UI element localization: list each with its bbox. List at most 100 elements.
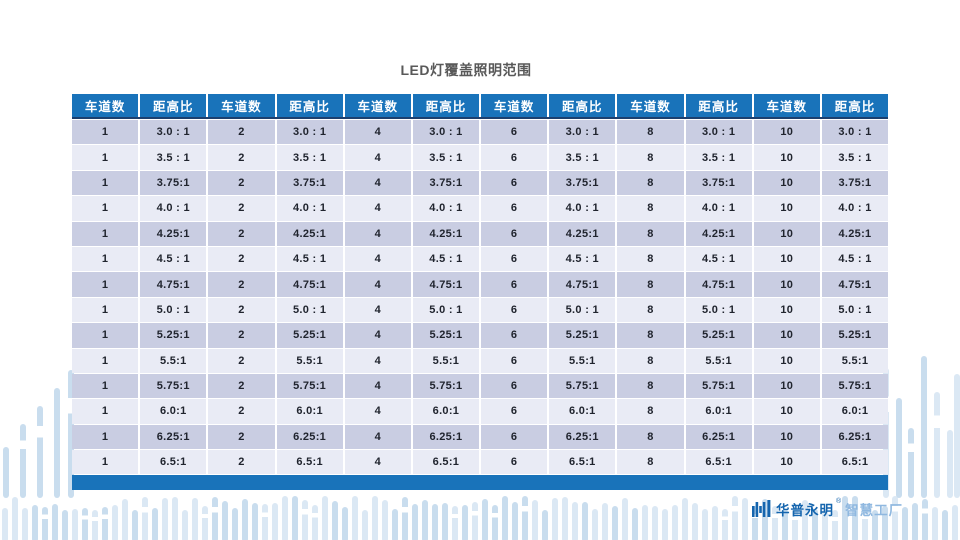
lane-cell: 2: [208, 170, 275, 196]
equalizer-bar: [932, 507, 938, 540]
ratio-cell: 6.5:1: [549, 450, 616, 475]
ratio-cell: 5.25:1: [549, 323, 616, 348]
ratio-cell: 3.5 : 1: [140, 145, 207, 170]
lane-cell: 8: [617, 348, 684, 373]
column-header: 距高比: [412, 94, 480, 117]
equalizer-bar: [12, 497, 18, 540]
lane-cell: 2: [208, 348, 275, 373]
equalizer-bar: [642, 505, 648, 540]
ratio-cell: 4.5 : 1: [685, 246, 752, 272]
equalizer-bar: [212, 497, 218, 540]
equalizer-bar: [422, 500, 428, 540]
lane-cell: 6: [481, 120, 548, 145]
equalizer-bar: [262, 504, 268, 540]
equalizer-bar: [3, 447, 9, 498]
equalizer-bar: [632, 508, 638, 540]
equalizer-bar: [712, 506, 718, 540]
column-header: 距高比: [140, 94, 207, 117]
ratio-cell: 4.25:1: [549, 221, 616, 246]
lane-cell: 8: [617, 450, 684, 475]
ratio-cell: 5.0 : 1: [140, 297, 207, 323]
column-header: 距高比: [821, 94, 889, 117]
equalizer-bar: [362, 510, 368, 540]
ratio-cell: 5.25:1: [276, 323, 343, 348]
ratio-cell: 3.75:1: [140, 170, 207, 196]
ratio-cell: 4.75:1: [412, 272, 480, 297]
ratio-cell: 6.25:1: [140, 424, 207, 450]
lane-cell: 2: [208, 145, 275, 170]
table-row: 1 6.5:1 2 6.5:1 4 6.5:1 6 6.5:1 8 6.5:1 10 6.5:1: [72, 450, 889, 475]
lane-cell: 1: [72, 272, 139, 297]
equalizer-bar: [172, 497, 178, 540]
factory-bars-icon: [752, 500, 771, 517]
ratio-cell: 6.25:1: [685, 424, 752, 450]
lane-cell: 1: [72, 373, 139, 399]
ratio-cell: 5.0 : 1: [412, 297, 480, 323]
equalizer-bar: [112, 505, 118, 540]
lane-cell: 1: [72, 145, 139, 170]
equalizer-bar: [32, 505, 38, 540]
ratio-cell: 6.5:1: [821, 450, 889, 475]
ratio-cell: 4.5 : 1: [412, 246, 480, 272]
lane-cell: 10: [753, 399, 820, 424]
column-header: 车道数: [617, 94, 684, 117]
lane-cell: 6: [481, 373, 548, 399]
lane-cell: 10: [753, 373, 820, 399]
equalizer-bar: [612, 506, 618, 540]
equalizer-bar: [42, 507, 48, 540]
lane-cell: 10: [753, 120, 820, 145]
lane-cell: 4: [344, 196, 411, 221]
ratio-cell: 5.75:1: [821, 373, 889, 399]
equalizer-bar: [662, 509, 668, 540]
ratio-cell: 4.0 : 1: [276, 196, 343, 221]
lane-cell: 8: [617, 323, 684, 348]
table-row: 1 6.0:1 2 6.0:1 4 6.0:1 6 6.0:1 8 6.0:1 10 6.0:1: [72, 399, 889, 424]
lane-cell: 10: [753, 272, 820, 297]
ratio-cell: 3.0 : 1: [140, 120, 207, 145]
equalizer-bar: [412, 504, 418, 540]
lane-cell: 6: [481, 272, 548, 297]
equalizer-bar: [192, 498, 198, 540]
ratio-cell: 4.25:1: [685, 221, 752, 246]
equalizer-bar: [602, 503, 608, 540]
ratio-cell: 3.5 : 1: [821, 145, 889, 170]
equalizer-bar: [372, 496, 378, 540]
equalizer-bar: [222, 501, 228, 540]
equalizer-bar: [102, 507, 108, 540]
lane-cell: 10: [753, 246, 820, 272]
ratio-cell: 6.0:1: [276, 399, 343, 424]
ratio-cell: 3.0 : 1: [685, 120, 752, 145]
column-header: 车道数: [72, 94, 139, 117]
equalizer-bar: [182, 510, 188, 540]
table-row: 1 3.0 : 1 2 3.0 : 1 4 3.0 : 1 6 3.0 : 1 8 3.0 : 1…: [72, 120, 889, 145]
column-header: 距高比: [549, 94, 616, 117]
lane-cell: 8: [617, 424, 684, 450]
lane-cell: 4: [344, 399, 411, 424]
lane-cell: 4: [344, 323, 411, 348]
lane-cell: 6: [481, 196, 548, 221]
lane-cell: 10: [753, 348, 820, 373]
equalizer-bar: [202, 506, 208, 540]
lane-cell: 1: [72, 170, 139, 196]
ratio-cell: 6.25:1: [276, 424, 343, 450]
ratio-cell: 3.75:1: [821, 170, 889, 196]
ratio-cell: 4.5 : 1: [276, 246, 343, 272]
ratio-cell: 5.0 : 1: [276, 297, 343, 323]
lane-cell: 1: [72, 450, 139, 475]
ratio-cell: 6.5:1: [140, 450, 207, 475]
equalizer-bar: [462, 505, 468, 540]
ratio-cell: 4.25:1: [821, 221, 889, 246]
ratio-cell: 5.75:1: [685, 373, 752, 399]
equalizer-bar: [652, 506, 658, 540]
equalizer-bar: [954, 374, 960, 498]
equalizer-bar: [452, 506, 458, 540]
ratio-cell: 5.75:1: [412, 373, 480, 399]
lane-cell: 8: [617, 373, 684, 399]
lane-cell: 1: [72, 120, 139, 145]
ratio-cell: 5.0 : 1: [549, 297, 616, 323]
lane-cell: 2: [208, 120, 275, 145]
ratio-cell: 5.25:1: [685, 323, 752, 348]
equalizer-bar: [272, 503, 278, 540]
ratio-cell: 5.25:1: [140, 323, 207, 348]
